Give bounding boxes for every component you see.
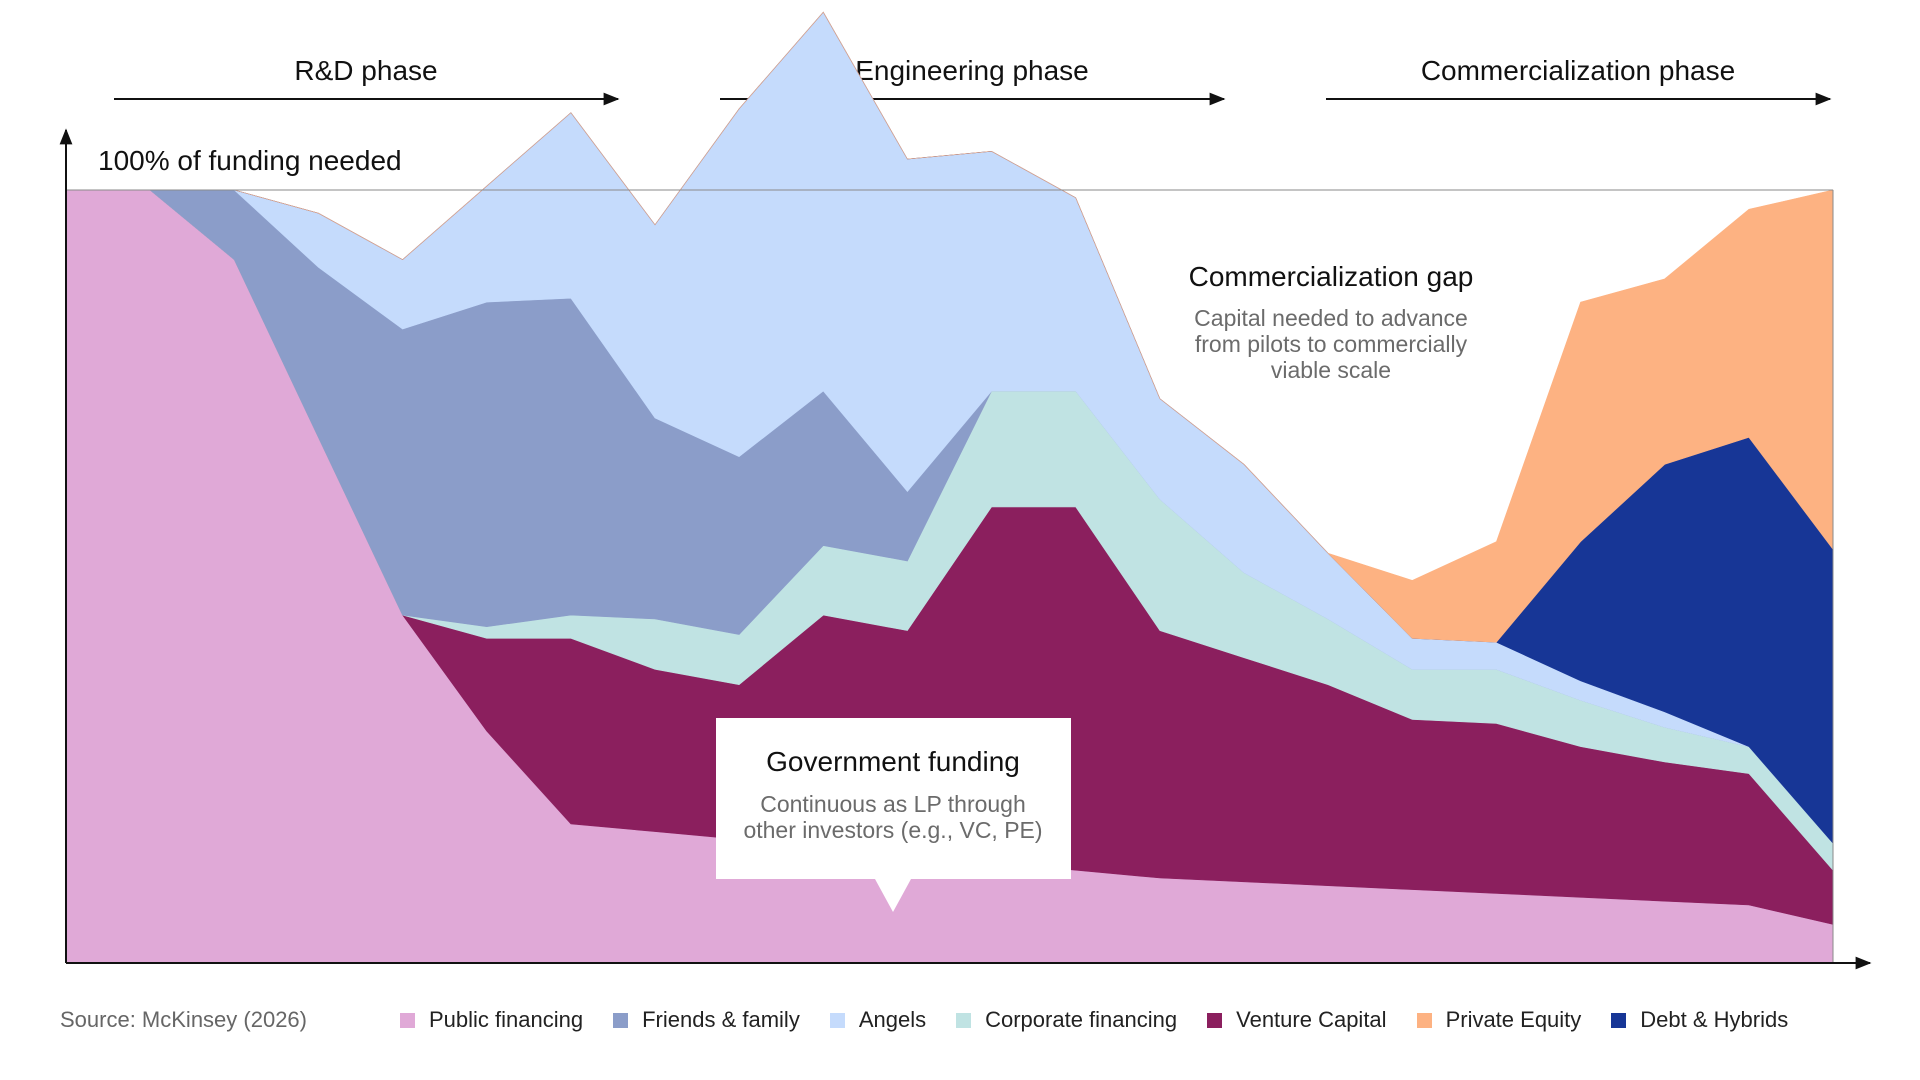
legend-label-angels: Angels bbox=[858, 1007, 927, 1032]
commercialization-gap-title: Commercialization gap bbox=[1189, 261, 1474, 292]
legend-swatch-corporate-financing bbox=[956, 1012, 972, 1028]
callout-box bbox=[716, 718, 1071, 912]
commercialization-gap-line-2: from pilots to commercially bbox=[1195, 331, 1468, 357]
legend-label-private-equity: Private Equity bbox=[1445, 1007, 1582, 1032]
legend-swatch-debt-hybrids bbox=[1611, 1012, 1627, 1028]
commercialization-gap-line-3: viable scale bbox=[1271, 357, 1391, 383]
commercialization-gap-annotation: Commercialization gap Capital needed to … bbox=[1189, 261, 1474, 383]
government-funding-line-1: Continuous as LP through bbox=[760, 791, 1026, 817]
legend-item-private-equity: Private Equity bbox=[1416, 1007, 1582, 1033]
legend-swatch-venture-capital bbox=[1207, 1012, 1223, 1028]
legend-item-public-financing: Public financing bbox=[400, 1007, 583, 1033]
y-axis-label: 100% of funding needed bbox=[98, 145, 402, 176]
legend-item-venture-capital: Venture Capital bbox=[1207, 1007, 1387, 1033]
phase-label-rd: R&D phase bbox=[294, 55, 437, 86]
legend-swatch-angels bbox=[829, 1012, 845, 1028]
legend: Public financing Friends & family Angels… bbox=[400, 1005, 1788, 1035]
legend-label-debt-hybrids: Debt & Hybrids bbox=[1640, 1007, 1789, 1032]
government-funding-title: Government funding bbox=[766, 746, 1020, 777]
source-note: Source: McKinsey (2026) bbox=[60, 1007, 307, 1032]
legend-label-public-financing: Public financing bbox=[429, 1007, 584, 1032]
phase-label-commercialization: Commercialization phase bbox=[1421, 55, 1735, 86]
legend-item-angels: Angels bbox=[829, 1007, 927, 1033]
legend-item-corporate-financing: Corporate financing bbox=[956, 1007, 1177, 1033]
legend-label-corporate-financing: Corporate financing bbox=[985, 1007, 1178, 1032]
legend-swatch-public-financing bbox=[400, 1012, 415, 1028]
stacked-areas bbox=[65, 11, 1834, 964]
government-funding-callout: Government funding Continuous as LP thro… bbox=[716, 718, 1071, 912]
legend-label-friends-family: Friends & family bbox=[642, 1007, 800, 1032]
legend-swatch-friends-family bbox=[613, 1012, 629, 1028]
government-funding-line-2: other investors (e.g., VC, PE) bbox=[743, 817, 1042, 843]
legend-label-venture-capital: Venture Capital bbox=[1236, 1007, 1387, 1032]
phase-label-engineering: Engineering phase bbox=[855, 55, 1089, 86]
commercialization-gap-line-1: Capital needed to advance bbox=[1194, 305, 1468, 331]
legend-swatch-private-equity bbox=[1416, 1012, 1432, 1028]
legend-item-friends-family: Friends & family bbox=[613, 1007, 800, 1033]
legend-item-debt-hybrids: Debt & Hybrids bbox=[1611, 1007, 1788, 1033]
